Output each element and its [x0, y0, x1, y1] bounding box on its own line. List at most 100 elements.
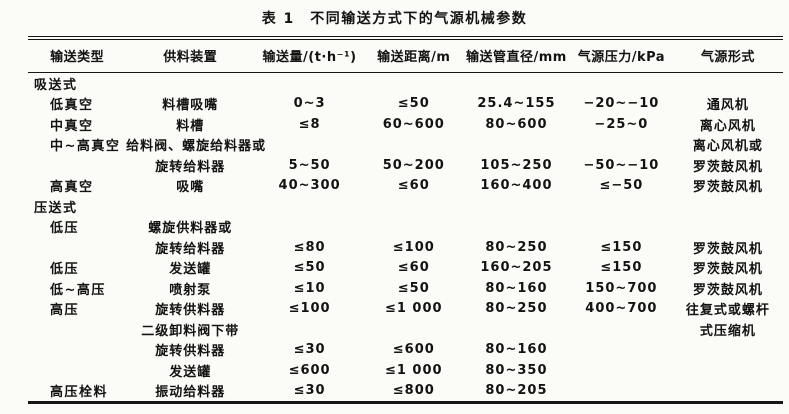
table-cell [254, 319, 364, 340]
table-cell [463, 319, 570, 340]
table-cell [673, 196, 783, 217]
table-cell: ≤800 [392, 383, 435, 399]
table-cell: ≤150 [600, 260, 643, 276]
table-cell [126, 196, 254, 217]
table-section-row: 压送式 [28, 196, 783, 217]
parameters-table: 输送类型 供料装置 输送量/(t·h⁻¹) 输送距离/m 输送管直径/mm 气源… [28, 36, 783, 404]
table-cell: 0~3 [293, 96, 326, 112]
table-cell [570, 381, 673, 403]
table-cell [126, 73, 254, 94]
table-cell: 旋转给料器 [155, 159, 226, 175]
header-pipe-diameter: 输送管直径/mm [462, 38, 571, 73]
header-distance: 输送距离/m [364, 38, 463, 73]
table-cell: ≤60 [397, 178, 430, 194]
table-cell: 发送罐 [169, 262, 212, 278]
table-cell: 400~700 [585, 301, 658, 317]
table-cell: 料槽吸嘴 [162, 98, 219, 114]
table-cell: ≤1 000 [384, 301, 443, 317]
table-cell: ≤1 000 [384, 362, 443, 378]
table-cell [570, 196, 673, 217]
table-row: 发送罐 ≤600 ≤1 000 80~350 [28, 360, 783, 381]
table-cell: ≤50 [397, 96, 430, 112]
table-cell: 离心风机或 [692, 139, 763, 155]
table-cell [254, 73, 364, 94]
table-cell [28, 155, 126, 176]
table-cell [570, 340, 673, 361]
header-feeding-device: 供料装置 [126, 38, 255, 73]
table-cell: 高真空 [50, 180, 94, 196]
table-cell [365, 73, 463, 94]
table-cell: ≤50 [397, 280, 430, 296]
table-cell: 往复式或螺杆 [685, 303, 770, 319]
table-cell: ≤30 [293, 383, 326, 399]
table-cell [570, 135, 673, 156]
table-cell: 60~600 [382, 116, 445, 132]
table-cell: 5~50 [288, 157, 331, 173]
table-cell: 80~600 [485, 116, 548, 132]
table-row: 高真空 吸嘴 40~300 ≤60 160~400 ≤−50 罗茨鼓风机 [28, 176, 783, 197]
table-cell: 高压栓料 [50, 385, 109, 401]
table-cell [673, 73, 783, 94]
table-cell [365, 196, 463, 217]
table-cell: 吸嘴 [176, 180, 205, 196]
table-cell: 160~205 [480, 260, 553, 276]
table-row: 旋转供料器 ≤30 ≤600 80~160 [28, 340, 783, 361]
table-cell: 螺旋供料器或 [148, 221, 233, 237]
table-cell [28, 340, 126, 361]
table-cell: ≤8 [298, 116, 321, 132]
table-row: 高压栓料 振动给料器 ≤30 ≤800 80~205 [28, 381, 783, 403]
table-cell: 中~高真空 [50, 139, 121, 155]
table-cell: ≤600 [288, 362, 331, 378]
table-cell [365, 135, 463, 156]
table-cell: 80~160 [485, 280, 548, 296]
table-cell: 低~高压 [50, 282, 106, 298]
table-cell [570, 319, 673, 340]
table-cell: 低真空 [50, 98, 94, 114]
table-cell: 旋转给料器 [155, 241, 226, 257]
header-source-form: 气源形式 [672, 38, 783, 73]
table-cell: 发送罐 [169, 364, 212, 380]
table-cell [254, 196, 364, 217]
table-cell: 罗茨鼓风机 [692, 180, 763, 196]
table-row: 低~高压 喷射泵 ≤10 ≤50 80~160 150~700 罗茨鼓风机 [28, 278, 783, 299]
table-cell: 80~350 [485, 362, 548, 378]
table-cell: 吸送式 [34, 77, 78, 93]
table-row: 旋转给料器 ≤80 ≤100 80~250 ≤150 罗茨鼓风机 [28, 237, 783, 258]
table-cell: 喷射泵 [169, 282, 212, 298]
table-cell: 罗茨鼓风机 [692, 241, 763, 257]
table-cell: 式压缩机 [699, 323, 756, 339]
table-cell [28, 360, 126, 381]
table-title: 表 1 不同输送方式下的气源机械参数 [261, 11, 528, 27]
table-cell: 50~200 [382, 157, 445, 173]
table-cell: 80~205 [485, 383, 548, 399]
table-cell: ≤100 [288, 301, 331, 317]
table-cell [365, 319, 463, 340]
table-cell: 80~160 [485, 342, 548, 358]
table-cell [463, 196, 570, 217]
table-cell: ≤60 [397, 260, 430, 276]
table-cell: 160~400 [480, 178, 553, 194]
table-cell: 25.4~155 [477, 96, 556, 112]
table-cell: −25~0 [594, 116, 649, 132]
table-cell [673, 340, 783, 361]
table-cell: 105~250 [480, 157, 553, 173]
table-cell [254, 135, 364, 156]
table-row: 中~高真空 给料阀、螺旋给料器或 离心风机或 [28, 135, 783, 156]
table-cell [673, 217, 783, 238]
table-cell: 罗茨鼓风机 [692, 262, 763, 278]
table-cell [570, 360, 673, 381]
table-header-row: 输送类型 供料装置 输送量/(t·h⁻¹) 输送距离/m 输送管直径/mm 气源… [28, 38, 783, 73]
table-cell [28, 319, 126, 340]
table-cell [463, 135, 570, 156]
table-cell: ≤150 [600, 239, 643, 255]
table-cell: −20~−10 [583, 96, 660, 112]
table-cell: 压送式 [34, 200, 78, 216]
table-cell: 罗茨鼓风机 [692, 159, 763, 175]
table-cell: 振动给料器 [155, 385, 226, 401]
table-cell: 二级卸料阀下带 [141, 323, 240, 339]
table-cell: 高压 [50, 303, 80, 319]
table-cell [28, 237, 126, 258]
table-cell: 中真空 [50, 118, 94, 134]
table-cell: 通风机 [706, 98, 749, 114]
